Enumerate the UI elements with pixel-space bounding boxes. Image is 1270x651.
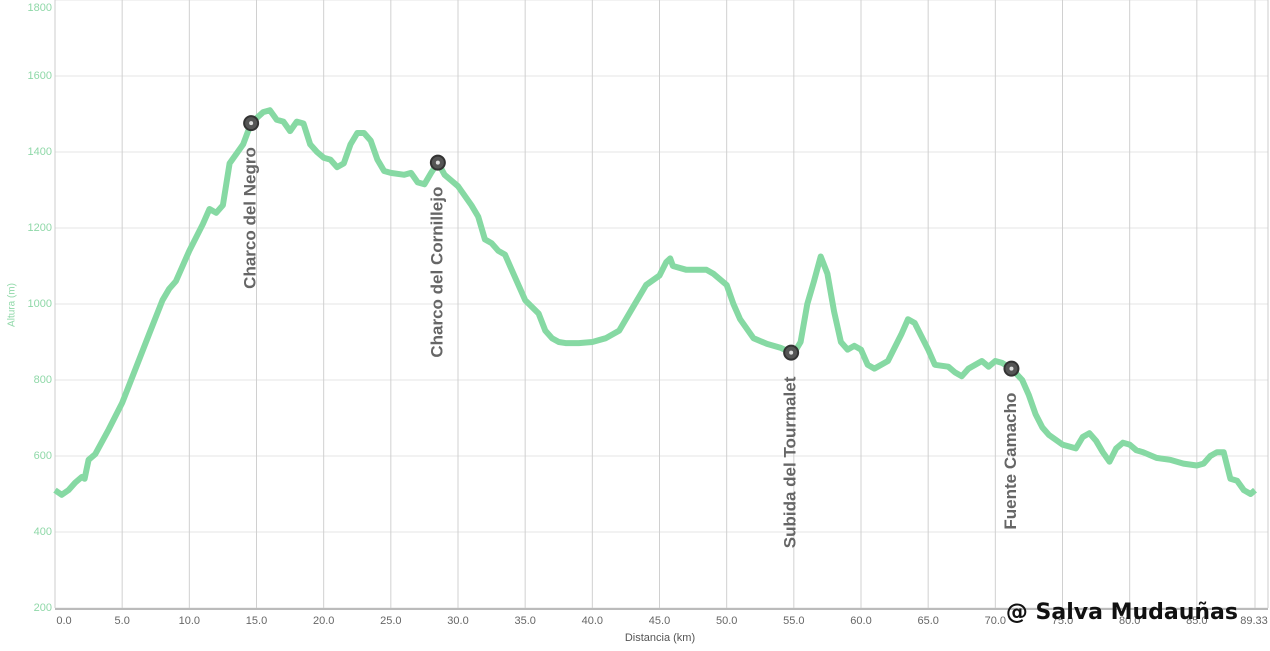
waypoint-label: Charco del Cornillejo <box>427 187 446 358</box>
x-tick-label: 85.0 <box>1186 615 1207 627</box>
elevation-line <box>53 107 1257 498</box>
x-tick-label: 25.0 <box>380 615 401 627</box>
waypoint-dot <box>1009 366 1014 371</box>
x-tick-label: 35.0 <box>514 615 535 627</box>
watermark: @ Salva Mudauñas <box>1006 600 1238 625</box>
y-tick-label: 800 <box>34 374 52 386</box>
waypoint-dot <box>435 160 440 165</box>
waypoint-dot <box>249 121 254 126</box>
x-tick-label: 89.33 <box>1240 615 1268 627</box>
waypoint-label: Subida del Tourmalet <box>781 376 800 548</box>
waypoint-label: Fuente Camacho <box>1001 393 1020 530</box>
x-tick-label: 0.0 <box>56 615 71 627</box>
y-tick-label: 1800 <box>28 2 52 14</box>
y-tick-label: 1600 <box>28 70 52 82</box>
x-tick-label: 30.0 <box>447 615 468 627</box>
y-tick-label: 200 <box>34 602 52 614</box>
x-tick-label: 75.0 <box>1052 615 1073 627</box>
y-axis-title: Altura (m) <box>7 283 18 327</box>
y-tick-label: 1200 <box>28 222 52 234</box>
x-tick-label: 45.0 <box>649 615 670 627</box>
x-tick-label: 5.0 <box>115 615 130 627</box>
waypoint-dot <box>789 350 794 355</box>
x-tick-label: 80.0 <box>1119 615 1140 627</box>
x-tick-label: 55.0 <box>783 615 804 627</box>
x-tick-label: 70.0 <box>985 615 1006 627</box>
y-tick-label: 1000 <box>28 298 52 310</box>
y-tick-label: 600 <box>34 450 52 462</box>
x-tick-label: 50.0 <box>716 615 737 627</box>
y-tick-label: 400 <box>34 526 52 538</box>
x-tick-label: 65.0 <box>917 615 938 627</box>
y-tick-label: 1400 <box>28 146 52 158</box>
x-tick-label: 40.0 <box>582 615 603 627</box>
x-tick-label: 10.0 <box>179 615 200 627</box>
x-tick-label: 60.0 <box>850 615 871 627</box>
x-tick-label: 15.0 <box>246 615 267 627</box>
x-tick-label: 20.0 <box>313 615 334 627</box>
x-axis-title: Distancia (km) <box>625 632 695 644</box>
waypoint-label: Charco del Negro <box>241 147 260 289</box>
